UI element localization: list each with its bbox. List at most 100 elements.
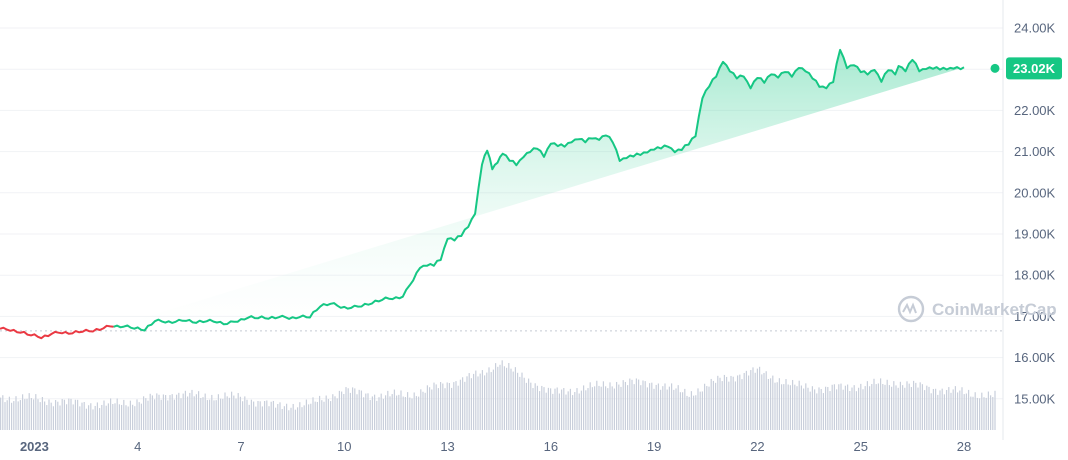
- volume-bar: [877, 383, 879, 430]
- volume-bar: [125, 405, 127, 430]
- volume-bar: [169, 395, 171, 430]
- volume-bar: [360, 390, 362, 430]
- volume-bar: [761, 374, 763, 430]
- x-tick-label: 2023: [20, 439, 49, 454]
- x-tick-label: 13: [440, 439, 454, 454]
- volume-bar: [90, 403, 92, 430]
- volume-bar: [242, 401, 244, 430]
- volume-bar: [664, 383, 666, 430]
- x-tick-label: 28: [957, 439, 971, 454]
- volume-bar: [83, 401, 85, 430]
- volume-bar: [657, 383, 659, 430]
- volume-bar: [644, 381, 646, 430]
- volume-bar: [319, 395, 321, 430]
- volume-bar: [772, 375, 774, 430]
- volume-bar: [191, 389, 193, 430]
- volume-bar: [963, 394, 965, 430]
- volume-bar: [253, 401, 255, 430]
- volume-bar: [816, 393, 818, 430]
- volume-bar: [290, 407, 292, 430]
- volume-bar: [57, 401, 59, 430]
- volume-bar: [112, 404, 114, 430]
- volume-bar: [462, 377, 464, 430]
- volume-bar: [807, 387, 809, 430]
- volume-bar: [204, 393, 206, 430]
- volume-bar: [446, 382, 448, 430]
- volume-bar: [748, 375, 750, 430]
- volume-bar: [514, 367, 516, 430]
- volume-bar: [781, 384, 783, 430]
- volume-bar: [129, 400, 131, 430]
- volume-bar: [545, 392, 547, 430]
- volume-bar: [455, 381, 457, 430]
- volume-bar: [880, 378, 882, 430]
- volume-bar: [992, 397, 994, 430]
- volume-bar: [187, 396, 189, 430]
- volume-bar: [611, 386, 613, 430]
- volume-bar: [231, 391, 233, 430]
- volume-bar: [627, 385, 629, 430]
- volume-bar: [715, 382, 717, 430]
- volume-bar: [378, 397, 380, 430]
- y-tick-label: 15.00K: [1014, 391, 1056, 406]
- volume-bar: [189, 392, 191, 430]
- x-tick-label: 25: [853, 439, 867, 454]
- volume-bar: [596, 380, 598, 430]
- volume-bar: [41, 396, 43, 430]
- volume-bar: [275, 407, 277, 430]
- volume-bar: [440, 382, 442, 430]
- volume-bar: [930, 393, 932, 430]
- volume-bar: [2, 395, 4, 430]
- volume-bar: [602, 381, 604, 430]
- volume-bar: [858, 387, 860, 430]
- volume-bar: [629, 378, 631, 430]
- volume-bar: [618, 384, 620, 430]
- volume-bar: [367, 393, 369, 430]
- volume-bar: [968, 389, 970, 430]
- volume-bar: [140, 403, 142, 430]
- price-lines[interactable]: [0, 48, 965, 340]
- volume-bar: [44, 401, 46, 430]
- volume-bar: [17, 401, 19, 430]
- volume-bar: [941, 388, 943, 430]
- volume-bar: [391, 394, 393, 430]
- volume-bar: [583, 385, 585, 430]
- volume-bar: [690, 391, 692, 430]
- volume-bar: [277, 404, 279, 430]
- volume-bar: [574, 392, 576, 430]
- volume-bar: [534, 383, 536, 430]
- volume-bar: [882, 384, 884, 430]
- volume-bar: [413, 392, 415, 430]
- volume-bar: [684, 388, 686, 430]
- volume-bar: [264, 400, 266, 430]
- volume-bar: [717, 375, 719, 430]
- volume-bar: [871, 384, 873, 430]
- volume-bar: [101, 404, 103, 430]
- volume-bar: [792, 379, 794, 430]
- volume-bar: [151, 395, 153, 430]
- volume-bar: [321, 400, 323, 430]
- volume-bar: [228, 397, 230, 430]
- volume-bar: [917, 387, 919, 430]
- volume-bar: [451, 387, 453, 430]
- volume-bar: [459, 379, 461, 430]
- volume-bar: [952, 389, 954, 430]
- volume-bar: [946, 390, 948, 430]
- price-line-down[interactable]: [0, 324, 114, 340]
- volume-bar: [244, 396, 246, 430]
- volume-bar: [990, 395, 992, 430]
- coinmarketcap-logo-icon: [897, 295, 925, 323]
- volume-bar: [389, 396, 391, 430]
- volume-bar: [864, 386, 866, 430]
- volume-bar: [248, 404, 250, 430]
- volume-bar: [600, 386, 602, 430]
- volume-bar: [552, 393, 554, 430]
- volume-bar: [136, 399, 138, 430]
- volume-bar: [609, 382, 611, 430]
- volume-bar: [220, 398, 222, 430]
- volume-bar: [921, 384, 923, 430]
- price-line-up[interactable]: [113, 48, 965, 332]
- volume-bar: [121, 404, 123, 430]
- volume-bar: [74, 399, 76, 430]
